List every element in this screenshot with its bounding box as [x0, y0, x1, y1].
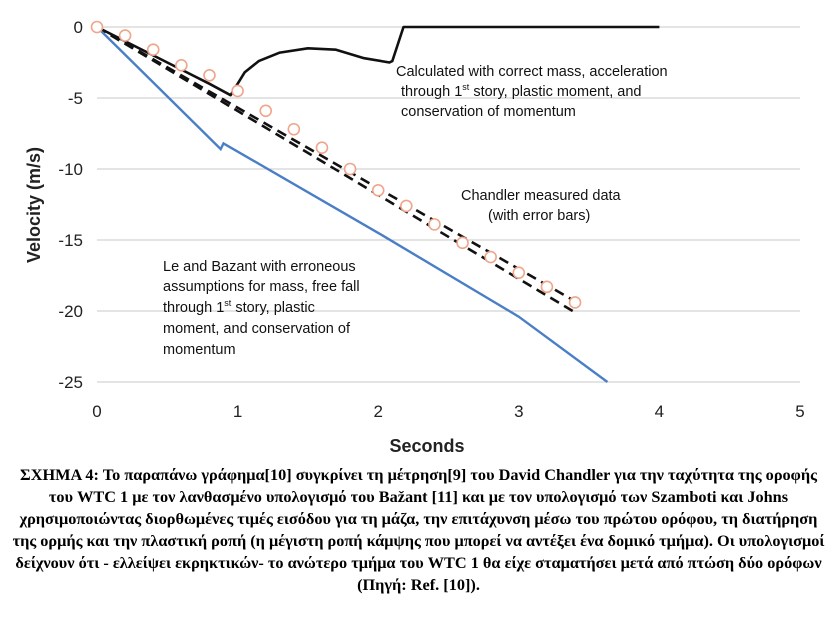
x-tick-label: 5: [795, 402, 804, 421]
x-tick-label: 2: [373, 402, 382, 421]
calculated-line: [96, 25, 660, 97]
chandler-data-point: [90, 20, 104, 34]
chandler-data-point: [118, 29, 132, 42]
chandler-data-point: [259, 104, 273, 118]
chandler-data-point: [146, 43, 160, 57]
error-band-lower-line: [96, 25, 576, 314]
chandler-data-point: [484, 250, 497, 264]
velocity-chart: 0 -5 -10 -15 -20 -25 0 1 2 3 4 5 Seconds Velocity …: [24, 18, 805, 456]
chandler-data-point: [512, 266, 526, 279]
chandler-data-point: [540, 280, 554, 294]
x-axis-title: Seconds: [389, 436, 464, 456]
y-tick-label: 0: [74, 18, 83, 37]
chandler-data-point: [456, 236, 469, 250]
y-tick-label: -5: [68, 89, 83, 108]
chandler-data-point: [287, 122, 301, 136]
chandler-data-point: [175, 59, 188, 72]
x-tick-label: 4: [655, 402, 664, 421]
annotation-calculated: Calculated with correct mass, accelerati…: [396, 64, 668, 120]
plot-series: [90, 20, 660, 383]
chandler-data-point: [231, 84, 244, 98]
annotation-le-bazant: Le and Bazant with erroneous assumptions…: [163, 259, 360, 358]
y-tick-label: -25: [58, 373, 83, 392]
figure-caption: ΣΧΗΜΑ 4: Το παραπάνω γράφημα[10] συγκρίν…: [12, 465, 825, 594]
annotation-le-bazant-line4: moment, and conservation of: [163, 321, 351, 337]
annotation-le-bazant-line1: Le and Bazant with erroneous: [163, 259, 356, 275]
y-tick-labels: 0 -5 -10 -15 -20 -25: [58, 18, 83, 392]
x-tick-label: 0: [92, 402, 101, 421]
y-tick-label: -20: [58, 302, 83, 321]
annotation-chandler: Chandler measured data (with error bars): [461, 188, 622, 224]
annotation-le-bazant-line5: momentum: [163, 342, 236, 358]
annotation-calculated-line2: through 1st story, plastic moment, and: [401, 82, 641, 100]
x-tick-labels: 0 1 2 3 4 5: [92, 402, 804, 421]
annotation-chandler-line1: Chandler measured data: [461, 188, 622, 204]
y-tick-label: -15: [58, 231, 83, 250]
y-axis-title: Velocity (m/s): [24, 147, 44, 263]
y-tick-label: -10: [58, 160, 83, 179]
annotation-chandler-line2: (with error bars): [488, 208, 590, 224]
annotation-le-bazant-line2: assumptions for mass, free fall: [163, 279, 360, 295]
x-tick-label: 1: [233, 402, 242, 421]
x-tick-label: 3: [514, 402, 523, 421]
chandler-data-point: [343, 162, 357, 176]
annotation-le-bazant-line3: through 1st story, plastic: [163, 298, 315, 316]
chandler-data-point: [568, 296, 582, 309]
chandler-data-point: [428, 218, 441, 231]
chandler-data-point: [315, 141, 329, 154]
chandler-data-point: [400, 199, 413, 213]
le-bazant-line: [96, 26, 609, 383]
chandler-data-point: [371, 184, 385, 197]
annotation-calculated-line3: conservation of momentum: [401, 104, 576, 120]
annotation-calculated-line1: Calculated with correct mass, accelerati…: [396, 64, 668, 80]
chandler-data-point: [203, 68, 216, 82]
